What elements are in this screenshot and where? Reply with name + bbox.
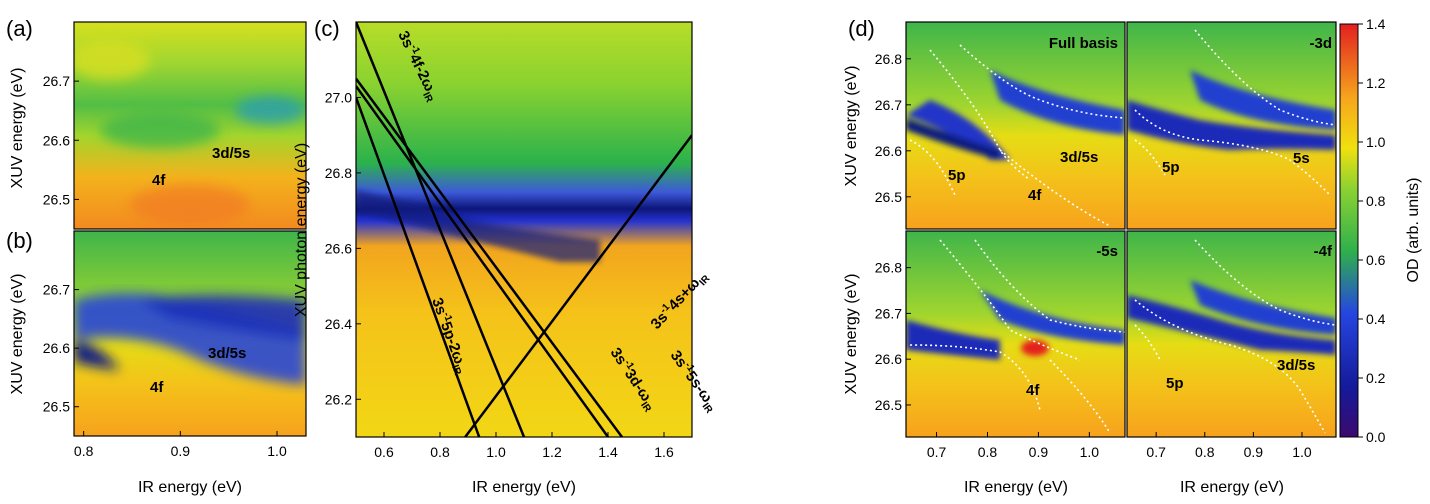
panel-a-annotation-4f: 4f xyxy=(152,172,166,189)
panel-d4-annotation-5p: 5p xyxy=(1166,375,1184,392)
panel-c-line-1 xyxy=(356,97,481,437)
colorbar-tick-label: 0.8 xyxy=(1366,193,1386,209)
colorbar-tick-label: 0.4 xyxy=(1366,311,1386,327)
panel-b-annotation-3d5s: 3d/5s xyxy=(208,345,246,362)
colorbar-tick-label: 0.0 xyxy=(1366,429,1386,445)
colorbar: 0.0 0.2 0.4 0.6 0.8 1.0 1.2 1.4 OD (arb. units) xyxy=(1339,16,1422,445)
colorbar-label: OD (arb. units) xyxy=(1405,178,1422,283)
panel-b-x-tick-label: 1.0 xyxy=(267,443,287,459)
colorbar-gradient xyxy=(1339,23,1359,438)
panel-d: (d) Full basis 5p 4f 3d/5s xyxy=(843,16,1337,496)
panel-c-x-tick-label: 1.4 xyxy=(598,444,618,460)
panel-d-ylabel-bottom: XUV energy (eV) xyxy=(843,274,860,395)
panel-d2-annotation-5s: 5s xyxy=(1293,150,1310,167)
panel-d-x-right-tick-label: 1.0 xyxy=(1292,444,1312,460)
panel-d-x-left-tick-label: 1.0 xyxy=(1080,444,1100,460)
panel-d2-title: -3d xyxy=(1310,35,1333,52)
panel-d-y-bottom-tick-label: 26.5 xyxy=(875,397,902,413)
panel-d-x-left-tick-label: 0.9 xyxy=(1029,444,1049,460)
panel-d4-annotation-3d5s: 3d/5s xyxy=(1277,357,1315,374)
panel-d-y-ticks-bottom: 26.5 26.6 26.7 26.8 xyxy=(875,260,911,413)
colorbar-tick-label: 1.4 xyxy=(1366,16,1386,32)
panel-a-label: (a) xyxy=(6,16,33,41)
panel-b-xlabel: IR energy (eV) xyxy=(138,479,242,496)
panel-d-x-ticks-left: 0.7 0.8 0.9 1.0 xyxy=(927,432,1099,460)
panel-d1-annotation-5p: 5p xyxy=(948,167,966,184)
panel-b-x-tick-label: 0.8 xyxy=(74,443,94,459)
panel-a-ylabel: XUV energy (eV) xyxy=(9,68,26,189)
colorbar-tick-label: 1.2 xyxy=(1366,75,1386,91)
panel-c-y-tick-label: 26.8 xyxy=(325,165,352,181)
panel-d-y-ticks-top: 26.5 26.6 26.7 26.8 xyxy=(875,51,911,205)
panel-d-y-top-tick-label: 26.5 xyxy=(875,189,902,205)
panel-d3-title: -5s xyxy=(1096,243,1118,260)
panel-d-y-bottom-tick-label: 26.8 xyxy=(875,260,902,276)
panel-d-y-bottom-tick-label: 26.6 xyxy=(875,351,902,367)
colorbar-tick-label: 0.2 xyxy=(1366,370,1386,386)
panel-d-x-ticks-right: 0.7 0.8 0.9 1.0 xyxy=(1146,432,1312,460)
panel-c-x-tick-label: 0.8 xyxy=(430,444,450,460)
panel-a-annotation-3d5s: 3d/5s xyxy=(212,145,250,162)
panel-c-ylabel: XUV photon energy (eV) xyxy=(293,143,310,317)
panel-c-y-tick-label: 27.0 xyxy=(325,89,352,105)
panel-c-y-ticks: 26.2 26.4 26.6 26.8 27.0 xyxy=(325,89,361,407)
panel-c-x-tick-label: 1.6 xyxy=(654,444,674,460)
panel-a-y-ticks: 26.5 26.6 26.7 xyxy=(43,73,79,207)
panel-d3-annotation-4f: 4f xyxy=(1026,382,1040,399)
colorbar-tick-label: 1.0 xyxy=(1366,134,1386,150)
panel-d-y-top-tick-label: 26.7 xyxy=(875,97,902,113)
panel-d-x-right-tick-label: 0.7 xyxy=(1146,444,1166,460)
panel-d-xlabel-left: IR energy (eV) xyxy=(964,479,1068,496)
panel-d-ylabel-top: XUV energy (eV) xyxy=(843,66,860,187)
panel-c-line-3 xyxy=(356,77,624,437)
panel-a-y-tick-label: 26.6 xyxy=(43,132,70,148)
panel-c-x-ticks: 0.6 0.8 1.0 1.2 1.4 1.6 xyxy=(374,432,674,460)
panel-a-y-tick-label: 26.5 xyxy=(43,191,70,207)
panel-c-line-2 xyxy=(356,85,610,437)
panel-c: (c) 26.2 26.4 26.6 26.8 27.0 0.6 0.8 1.0 1.2 1.4… xyxy=(293,16,716,496)
panel-c-line-4 xyxy=(464,134,692,437)
panel-a-y-tick-label: 26.7 xyxy=(43,73,70,89)
panel-b-y-tick-label: 26.6 xyxy=(43,340,70,356)
panel-c-line-0 xyxy=(356,22,526,437)
panel-c-x-tick-label: 1.0 xyxy=(486,444,506,460)
panel-b-ylabel: XUV energy (eV) xyxy=(9,274,26,395)
panel-b-y-tick-label: 26.7 xyxy=(43,282,70,298)
panel-d-x-left-tick-label: 0.8 xyxy=(978,444,998,460)
panel-d-y-bottom-tick-label: 26.7 xyxy=(875,305,902,321)
panel-d1-annotation-4f: 4f xyxy=(1028,187,1042,204)
panel-d2-annotation-5p: 5p xyxy=(1162,159,1180,176)
panel-d-y-top-tick-label: 26.6 xyxy=(875,143,902,159)
panel-b-label: (b) xyxy=(6,228,33,253)
panel-c-y-tick-label: 26.4 xyxy=(325,316,352,332)
panel-c-y-tick-label: 26.2 xyxy=(325,391,352,407)
panel-c-x-tick-label: 1.2 xyxy=(542,444,562,460)
panel-d-y-top-tick-label: 26.8 xyxy=(875,51,902,67)
panel-d-xlabel-right: IR energy (eV) xyxy=(1180,479,1284,496)
panel-d1-title: Full basis xyxy=(1049,35,1118,52)
colorbar-tick-label: 0.6 xyxy=(1366,252,1386,268)
panel-b-x-tick-label: 0.9 xyxy=(171,443,191,459)
panel-c-label: (c) xyxy=(314,16,340,41)
panel-b-x-ticks: 0.8 0.9 1.0 xyxy=(74,431,287,459)
panel-b-y-ticks: 26.5 26.6 26.7 xyxy=(43,282,79,415)
panel-d-x-right-tick-label: 0.9 xyxy=(1244,444,1264,460)
panel-b: (b) 4f 3d/5s 26.5 26.6 26.7 0.8 0.9 1.0 XUV … xyxy=(6,228,307,496)
panel-c-xlabel: IR energy (eV) xyxy=(472,479,576,496)
panel-b-y-tick-label: 26.5 xyxy=(43,399,70,415)
panel-c-lines xyxy=(356,22,692,437)
panel-d1-annotation-3d5s: 3d/5s xyxy=(1060,149,1098,166)
panel-c-x-tick-label: 0.6 xyxy=(374,444,394,460)
panel-a: (a) 4f 3d/5s 26.5 26.6 26.7 XUV energy (eV… xyxy=(6,16,307,230)
panel-d-x-right-tick-label: 0.8 xyxy=(1195,444,1215,460)
colorbar-ticks: 0.0 0.2 0.4 0.6 0.8 1.0 1.2 1.4 xyxy=(1358,16,1386,445)
panel-d-x-left-tick-label: 0.7 xyxy=(927,444,947,460)
panel-b-annotation-4f: 4f xyxy=(150,379,164,396)
panel-d-label: (d) xyxy=(848,16,875,41)
panel-c-y-tick-label: 26.6 xyxy=(325,240,352,256)
panel-d4-title: -4f xyxy=(1314,243,1333,260)
